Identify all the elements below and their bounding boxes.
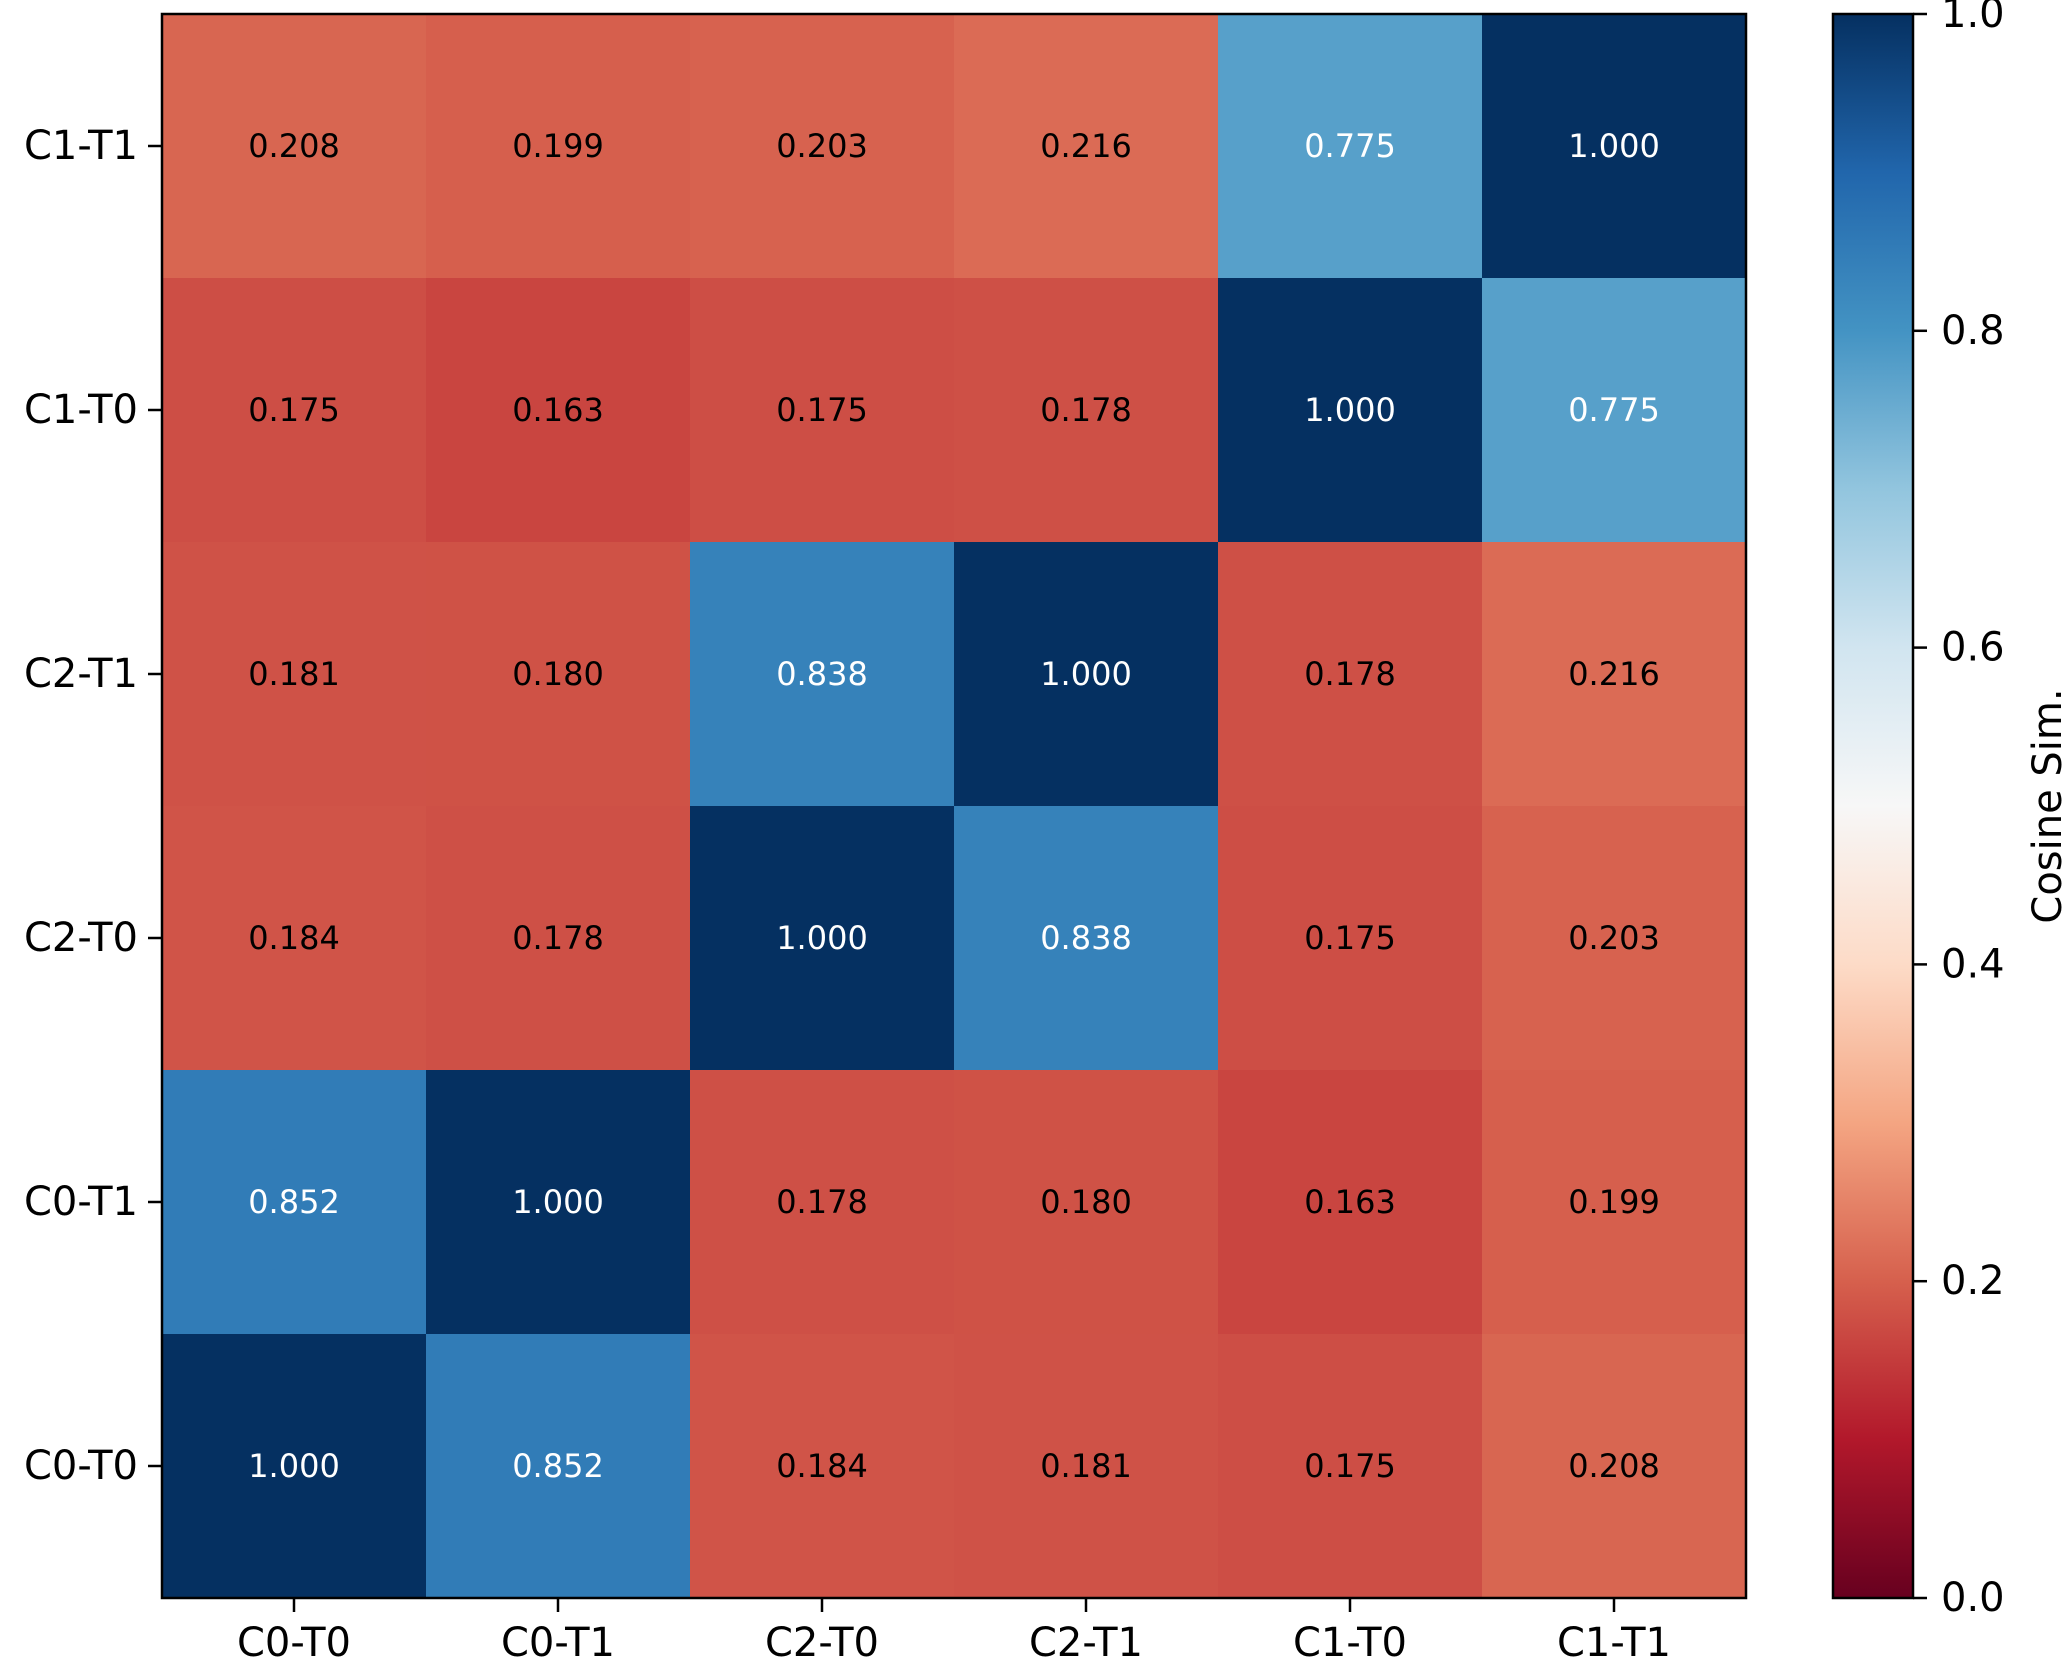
heatmap-cell bbox=[1482, 278, 1747, 543]
colorbar: 0.0 0.2 0.4 0.6 0.8 1.0 Cosine Sim. bbox=[1831, 0, 2071, 1621]
cell-value-label: 0.838 bbox=[1040, 919, 1132, 957]
heatmap-cell bbox=[426, 1070, 691, 1335]
colorbar-tick-label: 1.0 bbox=[1941, 0, 2005, 37]
heatmap-cell bbox=[162, 1334, 427, 1599]
cell-value-label: 0.199 bbox=[512, 127, 604, 165]
cell-value-label: 0.163 bbox=[1304, 1183, 1396, 1221]
heatmap-cell bbox=[1482, 806, 1747, 1071]
heatmap-cell bbox=[1482, 542, 1747, 807]
heatmap-cell bbox=[690, 278, 955, 543]
heatmap-cell bbox=[690, 14, 955, 279]
cell-value-label: 0.178 bbox=[776, 1183, 868, 1221]
x-tick-label: C0-T1 bbox=[501, 1620, 615, 1658]
heatmap-cell bbox=[954, 278, 1219, 543]
cell-value-label: 0.178 bbox=[512, 919, 604, 957]
heatmap-cell bbox=[1218, 278, 1483, 543]
y-tick-label: C2-T1 bbox=[24, 651, 138, 697]
heatmap-cell bbox=[426, 542, 691, 807]
colorbar-tick-label: 0.4 bbox=[1941, 941, 2005, 987]
cell-value-label: 0.184 bbox=[776, 1447, 868, 1485]
heatmap-cell bbox=[1482, 1070, 1747, 1335]
heatmap-cell bbox=[162, 14, 427, 279]
heatmap-cell bbox=[162, 278, 427, 543]
heatmap-cell bbox=[690, 542, 955, 807]
heatmap-cell bbox=[954, 806, 1219, 1071]
heatmap-cell bbox=[162, 1070, 427, 1335]
colorbar-scale bbox=[1831, 12, 1915, 1600]
cell-value-label: 0.175 bbox=[248, 391, 340, 429]
x-tick-label: C1-T0 bbox=[1293, 1620, 1407, 1658]
y-tick-label: C2-T0 bbox=[24, 915, 138, 961]
heatmap-cell bbox=[426, 278, 691, 543]
cell-value-label: 0.203 bbox=[1568, 919, 1660, 957]
cell-value-label: 0.184 bbox=[248, 919, 340, 957]
cell-value-label: 0.178 bbox=[1040, 391, 1132, 429]
y-tick-label: C1-T0 bbox=[24, 387, 138, 433]
colorbar-label: Cosine Sim. bbox=[2025, 688, 2071, 923]
y-tick-label: C0-T0 bbox=[24, 1443, 138, 1489]
cell-value-label: 0.175 bbox=[776, 391, 868, 429]
colorbar-tick-label: 0.6 bbox=[1941, 625, 2005, 671]
heatmap-cell bbox=[954, 1334, 1219, 1599]
cell-value-label: 1.000 bbox=[512, 1183, 604, 1221]
cell-value-label: 0.175 bbox=[1304, 1447, 1396, 1485]
cell-value-label: 0.775 bbox=[1568, 391, 1660, 429]
y-tick-label: C0-T1 bbox=[24, 1179, 138, 1225]
heatmap-cell bbox=[954, 1070, 1219, 1335]
cell-value-label: 1.000 bbox=[248, 1447, 340, 1485]
cell-value-label: 0.838 bbox=[776, 655, 868, 693]
cell-value-label: 0.180 bbox=[1040, 1183, 1132, 1221]
colorbar-tick-label: 0.0 bbox=[1941, 1575, 2005, 1621]
heatmap-cell bbox=[690, 1070, 955, 1335]
heatmap-cell bbox=[1218, 542, 1483, 807]
cell-value-label: 0.181 bbox=[248, 655, 340, 693]
heatmap-cell bbox=[1482, 1334, 1747, 1599]
heatmap-cell bbox=[954, 542, 1219, 807]
cell-value-label: 0.208 bbox=[248, 127, 340, 165]
plot-frame bbox=[160, 12, 1748, 1600]
heatmap-cell bbox=[690, 806, 955, 1071]
heatmap-cell bbox=[426, 806, 691, 1071]
heatmap-cell bbox=[1218, 1070, 1483, 1335]
heatmap-grid: 0.208 0.199 0.203 0.216 0.775 1.000 0.175 0.163… bbox=[24, 12, 1748, 1658]
cell-value-label: 0.163 bbox=[512, 391, 604, 429]
colorbar-tick-label: 0.8 bbox=[1941, 308, 2005, 354]
cell-value-label: 0.199 bbox=[1568, 1183, 1660, 1221]
cell-value-label: 0.178 bbox=[1304, 655, 1396, 693]
heatmap-cell bbox=[690, 1334, 955, 1599]
x-tick-label: C1-T1 bbox=[1557, 1620, 1671, 1658]
heatmap-cell bbox=[426, 1334, 691, 1599]
cell-value-label: 0.216 bbox=[1568, 655, 1660, 693]
x-tick-label: C2-T1 bbox=[1029, 1620, 1143, 1658]
y-tick-label: C1-T1 bbox=[24, 123, 138, 169]
cell-value-label: 1.000 bbox=[1040, 655, 1132, 693]
heatmap-cell bbox=[1218, 14, 1483, 279]
cell-value-label: 0.203 bbox=[776, 127, 868, 165]
cell-value-label: 1.000 bbox=[1304, 391, 1396, 429]
cell-value-label: 0.216 bbox=[1040, 127, 1132, 165]
colorbar-tick-label: 0.2 bbox=[1941, 1258, 2005, 1304]
cell-value-label: 0.852 bbox=[512, 1447, 604, 1485]
heatmap-cell bbox=[1482, 14, 1747, 279]
heatmap-cell bbox=[162, 806, 427, 1071]
x-tick-label: C2-T0 bbox=[765, 1620, 879, 1658]
heatmap-cell bbox=[162, 542, 427, 807]
cell-value-label: 1.000 bbox=[776, 919, 868, 957]
cell-value-label: 0.775 bbox=[1304, 127, 1396, 165]
heatmap-cell bbox=[1218, 1334, 1483, 1599]
heatmap-cell bbox=[1218, 806, 1483, 1071]
cell-value-label: 1.000 bbox=[1568, 127, 1660, 165]
heatmap-cell bbox=[954, 14, 1219, 279]
cell-value-label: 0.180 bbox=[512, 655, 604, 693]
cell-value-label: 0.852 bbox=[248, 1183, 340, 1221]
cell-value-label: 0.181 bbox=[1040, 1447, 1132, 1485]
x-tick-label: C0-T0 bbox=[237, 1620, 351, 1658]
cell-value-label: 0.208 bbox=[1568, 1447, 1660, 1485]
cell-value-label: 0.175 bbox=[1304, 919, 1396, 957]
heatmap-cell bbox=[426, 14, 691, 279]
